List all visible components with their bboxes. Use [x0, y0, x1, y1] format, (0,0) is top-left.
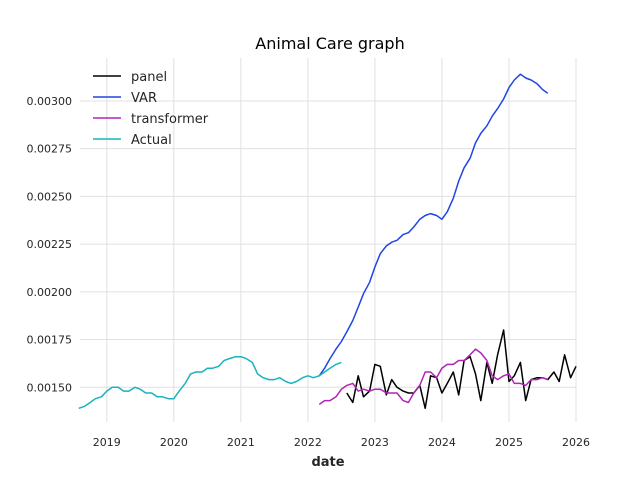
y-tick-label: 0.00225 [27, 238, 73, 251]
x-tick-label: 2025 [495, 436, 523, 449]
grid-lines [80, 58, 577, 422]
y-tick-label: 0.00150 [27, 381, 73, 394]
series-line-actual [78, 355, 342, 410]
y-tick-label: 0.00175 [27, 334, 73, 347]
y-tick-label: 0.00275 [27, 143, 73, 156]
series-line-panel [346, 329, 577, 410]
legend-label-transformer: transformer [131, 112, 209, 127]
y-tick-label: 0.00200 [27, 286, 73, 299]
series-line-transformer [318, 348, 549, 406]
x-tick-label: 2021 [227, 436, 255, 449]
x-tick-label: 2024 [428, 436, 456, 449]
y-tick-label: 0.00250 [27, 190, 73, 203]
y-tick-label: 0.00300 [27, 95, 73, 108]
x-tick-label: 2020 [160, 436, 188, 449]
x-axis-title: date [311, 455, 344, 470]
legend-label-panel: panel [131, 70, 167, 85]
x-tick-label: 2026 [562, 436, 590, 449]
x-tick-label: 2019 [93, 436, 121, 449]
legend: panel VAR transformer Actual [93, 70, 209, 148]
x-axis-ticks: 2019 2020 2021 2022 2023 2024 2025 2026 [93, 436, 590, 449]
x-tick-label: 2022 [294, 436, 322, 449]
series-line-var [318, 73, 549, 377]
legend-label-var: VAR [131, 91, 157, 106]
y-axis-ticks: 0.00150 0.00175 0.00200 0.00225 0.00250 0.002… [27, 95, 73, 394]
series-lines [78, 73, 577, 410]
legend-label-actual: Actual [131, 133, 172, 148]
x-tick-label: 2023 [361, 436, 389, 449]
chart-title: Animal Care graph [255, 34, 404, 53]
